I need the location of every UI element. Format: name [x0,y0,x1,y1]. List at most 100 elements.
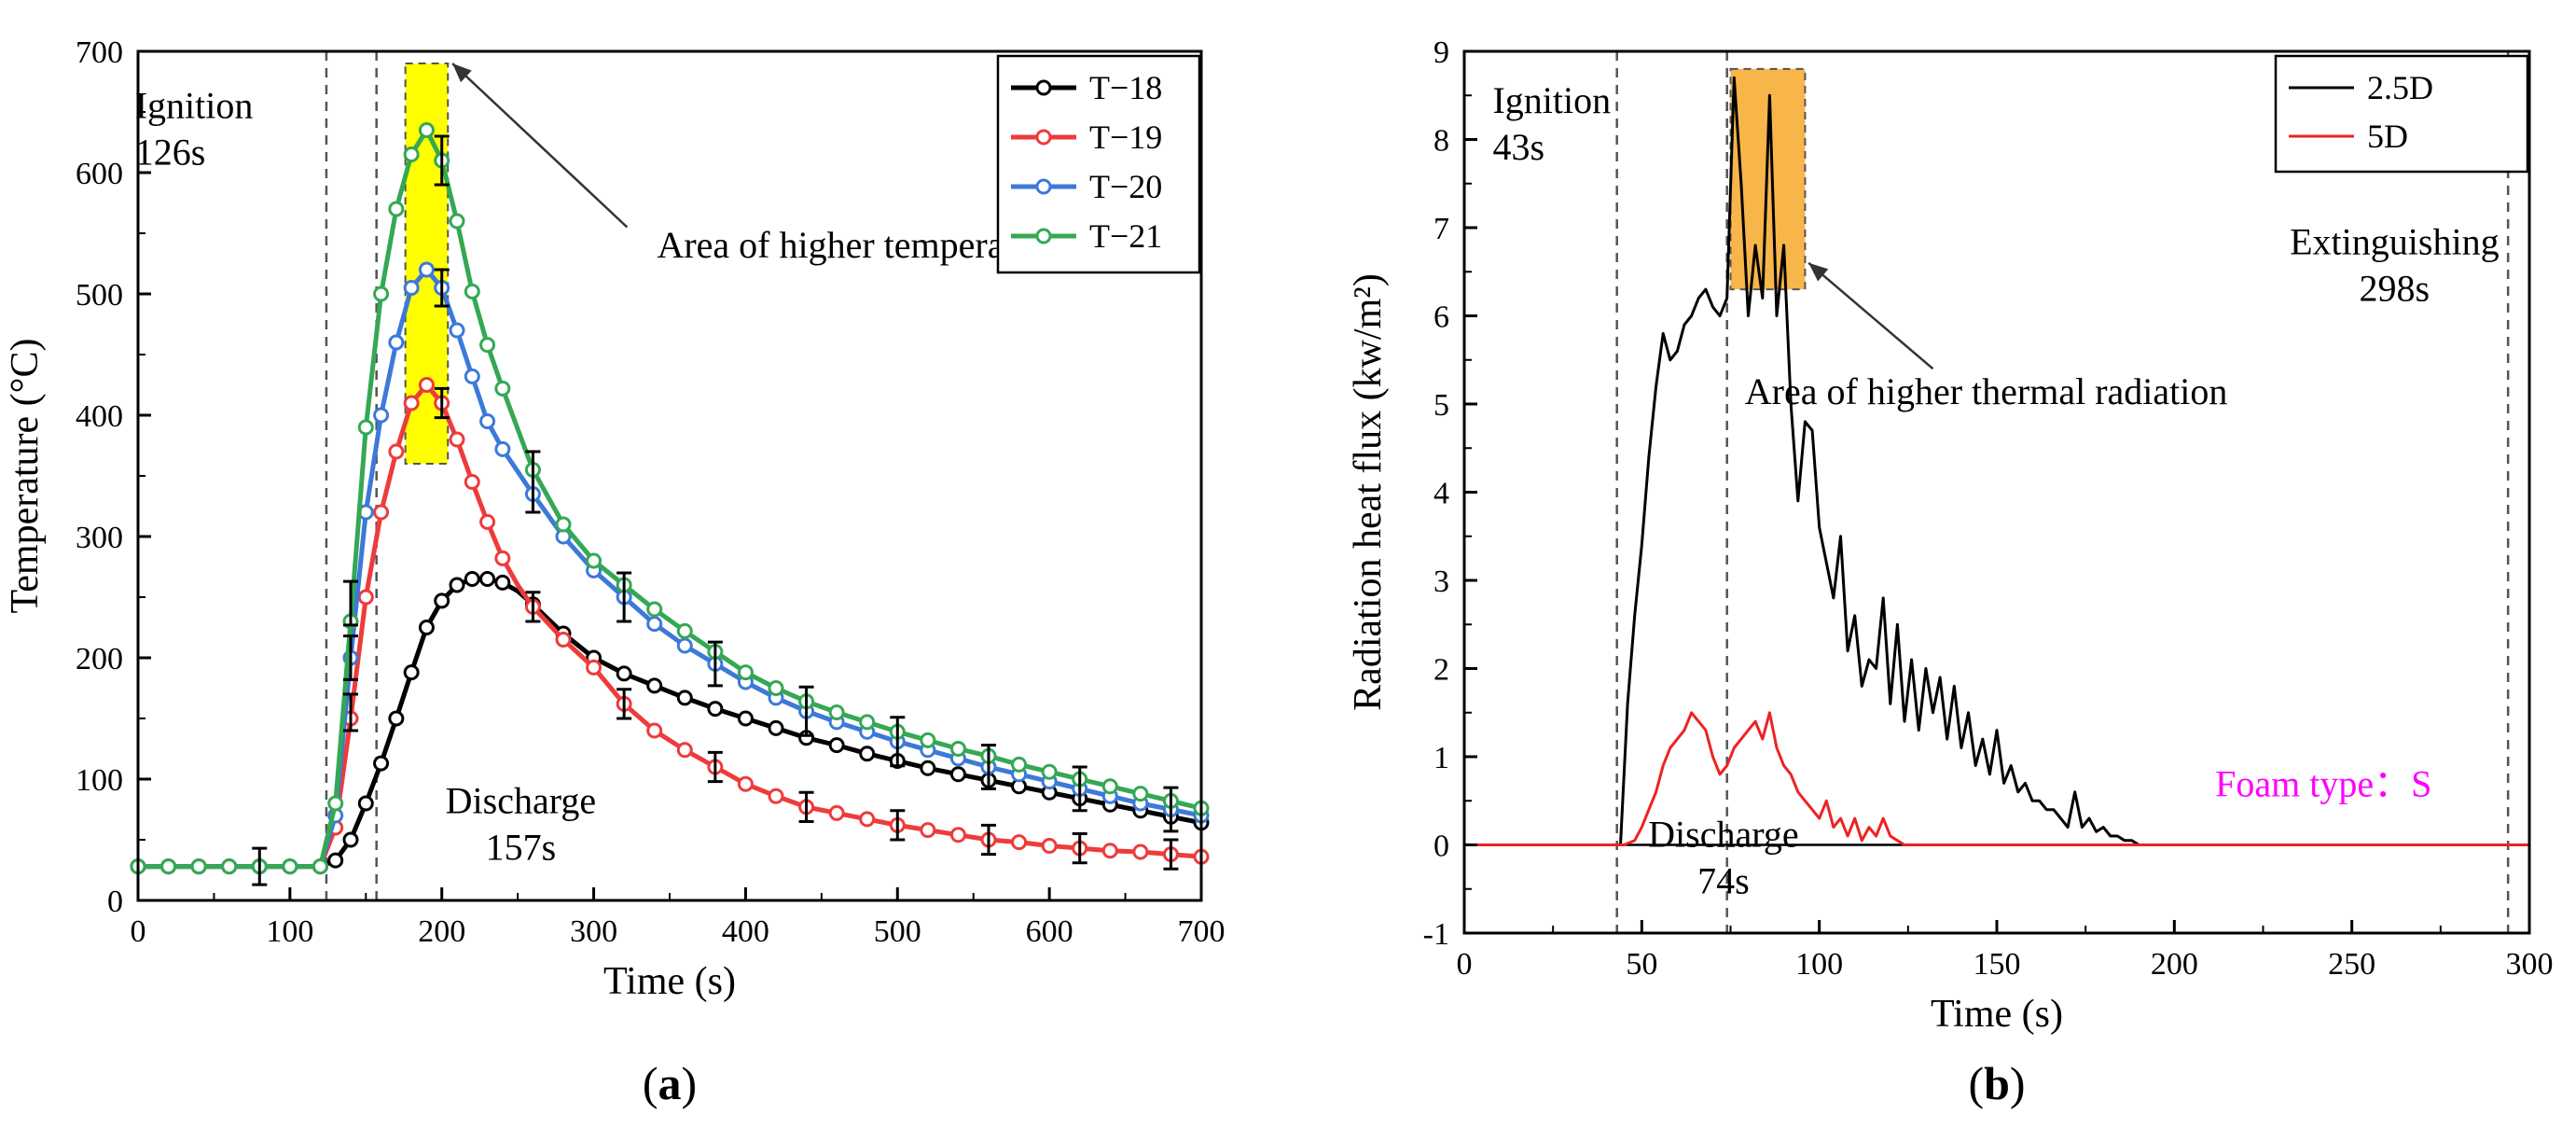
data-point [418,377,435,393]
x-tick-label: 100 [1795,947,1843,982]
data-point [1041,838,1058,854]
data-point [373,504,390,521]
y-tick-label: 500 [76,278,123,313]
panel-a-chart: 0 100 200 300 400 500 600 700 0 100 200 300 400 500 60… [4,35,1226,1109]
y-tick-label: 4 [1433,477,1449,511]
data-point [1101,778,1118,795]
error-bar [798,790,814,823]
legend: 2.5D 5D [2274,54,2529,174]
data-point [828,737,845,754]
data-point [1132,786,1149,802]
panel-label-close: ) [2010,1057,2026,1109]
data-point [768,788,784,804]
error-bar [707,640,723,688]
data-point [449,431,465,448]
data-point [737,664,754,681]
annotation-text: 43s [1492,126,1544,168]
legend-marker [1035,228,1052,244]
x-axis-title: Time (s) [603,960,736,1003]
data-point [403,664,420,681]
data-point [388,334,405,351]
data-point [949,741,966,757]
legend-item-2: 5D [2289,118,2408,155]
annotation-text: 157s [486,826,557,868]
data-point [828,704,845,720]
series-line-3 [138,267,1202,870]
data-point [494,440,511,457]
data-point [920,732,936,748]
data-point [388,201,405,217]
legend-marker [1035,79,1052,96]
legend-label: T−21 [1089,217,1162,255]
x-tick-label: 200 [418,914,465,949]
data-point [646,677,663,694]
x-tick-label: 0 [1457,947,1473,982]
legend-item-2: T−19 [1011,118,1162,156]
data-point [160,858,177,875]
y-tick-label: 5 [1433,388,1449,423]
x-tick-label: 0 [131,914,146,949]
error-bar [525,591,541,623]
data-point [403,146,420,162]
data-point [920,822,936,839]
annotation-text: Ignition [1492,79,1611,121]
annotation-text: 298s [2360,267,2431,309]
y-tick-label: 0 [107,885,123,919]
annotation-text: Extinguishing [2290,220,2499,262]
data-point [768,680,784,696]
data-point [859,714,876,731]
error-bar [343,692,358,732]
data-point [221,858,238,875]
x-tick-label: 700 [1178,914,1226,949]
annotation-text: Area of higher thermal radiation [1745,370,2228,412]
data-point [418,620,435,635]
y-tick-label: 300 [76,521,123,555]
data-point [434,592,450,609]
data-point [768,719,784,736]
data-point [479,337,496,354]
data-point [312,858,328,875]
data-point [920,760,936,776]
y-tick-label: 100 [76,763,123,798]
panel-label: (a) [643,1057,697,1109]
data-point [479,571,496,587]
data-point [646,616,663,633]
error-bar [434,386,450,420]
data-point [418,261,435,278]
panel-label-close: ) [682,1057,698,1109]
annotation-1: Ignition 43s [1492,79,1611,168]
annotation-4: Extinguishing 298s [2290,220,2499,309]
data-point [1011,834,1028,851]
y-tick-label: 8 [1433,124,1449,159]
y-tick-label: 1 [1433,741,1449,775]
data-point [403,280,420,296]
annotation-text: Ignition [135,85,254,127]
error-bar [1163,838,1179,871]
legend-label: T−19 [1089,118,1162,156]
data-point [1041,763,1058,780]
data-point [949,827,966,843]
y-tick-label: 6 [1433,300,1449,335]
data-point [464,368,480,384]
data-point [949,766,966,783]
data-point [555,632,572,648]
legend-marker [1035,129,1052,146]
legend-label: T−20 [1089,168,1162,205]
legend: T−18 T−19 T−20 T−21 [996,54,1201,274]
data-point [494,550,511,566]
pointer-arrow [1807,261,1934,370]
annotation-text: Discharge [1648,813,1798,855]
annotation-1: Ignition 126s [135,85,254,174]
error-bar [343,579,358,627]
annotation-text: Discharge [446,779,596,821]
error-bar [252,846,268,886]
error-bar [1072,765,1087,813]
data-point [1101,843,1118,859]
data-point [373,755,390,772]
annotation-3: Area of higher temperature [657,224,1061,266]
data-point [646,601,663,618]
annotation-text: Foam type：S [2215,763,2431,805]
data-point [373,407,390,424]
data-point [737,710,754,727]
y-axis-title: Radiation heat flux (kw/m²) [1347,273,1390,711]
